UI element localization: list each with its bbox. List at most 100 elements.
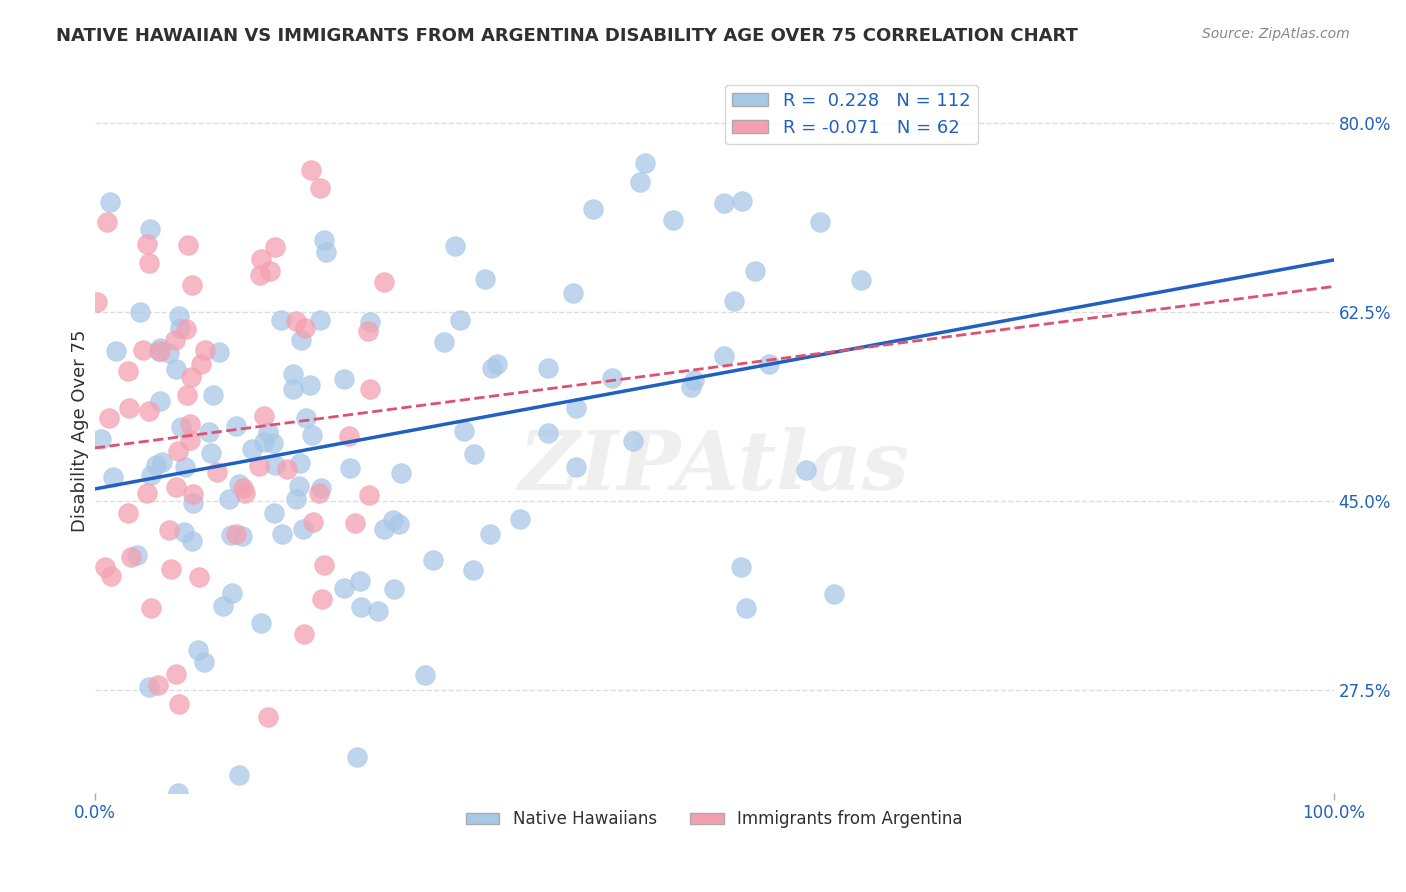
- Point: [165, 333, 187, 347]
- Point: [96, 214, 118, 228]
- Point: [233, 485, 256, 500]
- Point: [339, 461, 361, 475]
- Point: [432, 334, 454, 349]
- Point: [138, 256, 160, 270]
- Point: [301, 516, 323, 530]
- Point: [290, 333, 312, 347]
- Point: [257, 425, 280, 439]
- Point: [315, 244, 337, 259]
- Point: [208, 345, 231, 359]
- Point: [373, 522, 395, 536]
- Point: [228, 768, 250, 782]
- Point: [263, 239, 285, 253]
- Point: [200, 446, 222, 460]
- Point: [333, 372, 356, 386]
- Point: [135, 486, 157, 500]
- Point: [388, 516, 411, 531]
- Point: [271, 527, 294, 541]
- Point: [443, 239, 465, 253]
- Point: [295, 410, 318, 425]
- Point: [283, 367, 305, 381]
- Point: [301, 163, 323, 178]
- Point: [357, 325, 380, 339]
- Point: [165, 361, 187, 376]
- Point: [734, 600, 756, 615]
- Point: [308, 180, 330, 194]
- Point: [169, 697, 191, 711]
- Point: [232, 481, 254, 495]
- Point: [263, 435, 285, 450]
- Point: [359, 315, 381, 329]
- Point: [276, 462, 298, 476]
- Point: [212, 599, 235, 613]
- Point: [449, 313, 471, 327]
- Point: [292, 522, 315, 536]
- Point: [228, 476, 250, 491]
- Point: [187, 643, 209, 657]
- Point: [758, 357, 780, 371]
- Point: [219, 528, 242, 542]
- Point: [823, 586, 845, 600]
- Point: [713, 196, 735, 211]
- Point: [288, 479, 311, 493]
- Point: [98, 194, 121, 209]
- Point: [149, 394, 172, 409]
- Point: [231, 529, 253, 543]
- Point: [218, 492, 240, 507]
- Point: [253, 435, 276, 450]
- Text: Source: ZipAtlas.com: Source: ZipAtlas.com: [1202, 27, 1350, 41]
- Point: [150, 455, 173, 469]
- Point: [628, 175, 651, 189]
- Point: [794, 463, 817, 477]
- Point: [207, 465, 229, 479]
- Point: [284, 314, 307, 328]
- Point: [264, 458, 287, 472]
- Point: [181, 487, 204, 501]
- Point: [292, 626, 315, 640]
- Point: [181, 496, 204, 510]
- Point: [250, 615, 273, 630]
- Point: [481, 361, 503, 376]
- Point: [367, 604, 389, 618]
- Point: [285, 492, 308, 507]
- Point: [851, 272, 873, 286]
- Point: [167, 443, 190, 458]
- Point: [253, 409, 276, 423]
- Point: [173, 525, 195, 540]
- Point: [621, 434, 644, 448]
- Point: [731, 194, 754, 208]
- Point: [97, 410, 120, 425]
- Point: [259, 264, 281, 278]
- Point: [188, 570, 211, 584]
- Point: [479, 526, 502, 541]
- Point: [312, 233, 335, 247]
- Point: [744, 264, 766, 278]
- Point: [120, 550, 142, 565]
- Point: [179, 434, 201, 448]
- Point: [537, 426, 560, 441]
- Point: [389, 466, 412, 480]
- Point: [301, 428, 323, 442]
- Point: [139, 601, 162, 615]
- Point: [118, 401, 141, 415]
- Point: [249, 268, 271, 282]
- Point: [582, 202, 605, 216]
- Point: [221, 586, 243, 600]
- Point: [149, 343, 172, 358]
- Point: [723, 294, 745, 309]
- Point: [193, 655, 215, 669]
- Point: [139, 222, 162, 236]
- Point: [159, 346, 181, 360]
- Point: [193, 343, 215, 357]
- Point: [565, 401, 588, 415]
- Point: [138, 680, 160, 694]
- Point: [415, 668, 437, 682]
- Point: [170, 419, 193, 434]
- Point: [179, 417, 201, 431]
- Text: ZIPAtlas: ZIPAtlas: [519, 426, 910, 507]
- Point: [249, 252, 271, 266]
- Point: [422, 552, 444, 566]
- Point: [101, 470, 124, 484]
- Point: [180, 278, 202, 293]
- Point: [270, 313, 292, 327]
